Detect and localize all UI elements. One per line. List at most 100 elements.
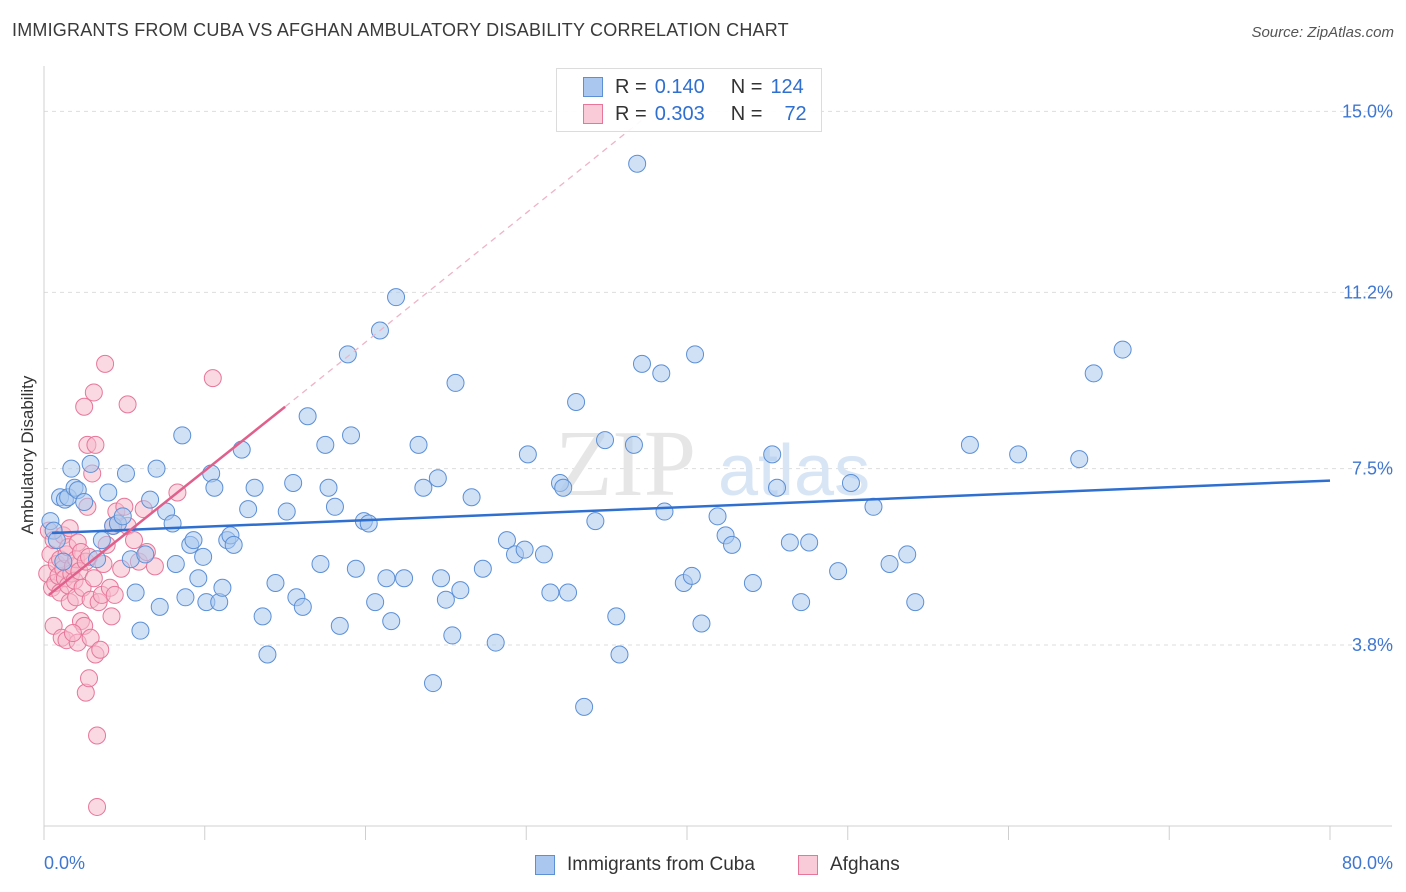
cuba-point	[632, 354, 651, 373]
afghans-point	[145, 557, 164, 576]
afghans-point	[105, 585, 124, 604]
cuba-point	[1070, 450, 1089, 469]
cuba-point	[382, 612, 401, 631]
cuba-point	[473, 559, 492, 578]
cuba-point	[1084, 364, 1103, 383]
y-tick-label: 3.8%	[1352, 635, 1393, 655]
cuba-point	[518, 445, 537, 464]
cuba-point	[54, 552, 73, 571]
trendlines	[48, 115, 1331, 596]
cuba-point	[428, 469, 447, 488]
cuba-point	[800, 533, 819, 552]
cuba-point	[113, 507, 132, 526]
cuba-point	[829, 562, 848, 581]
cuba-point	[692, 614, 711, 633]
cuba-trendline	[51, 479, 1331, 535]
cuba-point	[359, 514, 378, 533]
cuba-point	[596, 431, 615, 450]
cuba-point	[607, 607, 626, 626]
cuba-point	[906, 593, 925, 612]
cuba-point	[792, 593, 811, 612]
afghans-point	[81, 628, 100, 647]
cuba-point	[293, 597, 312, 616]
cuba-point	[575, 697, 594, 716]
cuba-point	[652, 364, 671, 383]
cuba-point	[232, 440, 251, 459]
cuba-point	[136, 545, 155, 564]
stats-legend: R = 0.140 N = 124 R = 0.303 N = 72	[556, 68, 822, 132]
cuba-point	[366, 593, 385, 612]
cuba-point	[189, 569, 208, 588]
cuba-point	[131, 621, 150, 640]
cuba-point	[432, 569, 451, 588]
cuba-point	[686, 345, 705, 364]
cuba-point	[451, 581, 470, 600]
cuba-point	[462, 488, 481, 507]
afghans-point	[203, 369, 222, 388]
cuba-point	[1113, 340, 1132, 359]
cuba-point	[62, 459, 81, 478]
cuba-point	[768, 478, 787, 497]
cuba-point	[443, 626, 462, 645]
cuba-point	[682, 566, 701, 585]
afghans-trendline-extension	[284, 115, 648, 408]
y-tick-label: 7.5%	[1352, 459, 1393, 479]
cuba-point	[325, 497, 344, 516]
bottom-legend-cuba: Immigrants from Cuba	[535, 852, 755, 878]
cuba-point	[610, 645, 629, 664]
cuba-point	[515, 540, 534, 559]
cuba-point	[723, 535, 742, 554]
x-tick-label: 0.0%	[44, 853, 85, 873]
cuba-point	[497, 531, 516, 550]
cuba-point	[99, 483, 118, 502]
legend-r-value: 0.303	[654, 102, 705, 125]
afghans-point	[84, 569, 103, 588]
cuba-point	[960, 435, 979, 454]
afghans-point	[96, 354, 115, 373]
cuba-point	[245, 478, 264, 497]
cuba-point	[75, 493, 94, 512]
legend-row-afghans: R = 0.303 N = 72	[583, 102, 807, 126]
afghans-point	[118, 395, 137, 414]
cuba-point	[567, 392, 586, 411]
cuba-point	[92, 531, 111, 550]
x-tick-label: 80.0%	[1342, 853, 1393, 873]
bottom-legend-swatch-cuba	[535, 855, 555, 875]
legend-row-cuba: R = 0.140 N = 124	[583, 75, 804, 99]
cuba-point	[239, 500, 258, 519]
cuba-point	[409, 435, 428, 454]
cuba-point	[173, 426, 192, 445]
afghans-point	[86, 435, 105, 454]
cuba-point	[311, 554, 330, 573]
cuba-point	[126, 583, 145, 602]
cuba-point	[414, 478, 433, 497]
cuba-point	[586, 512, 605, 531]
legend-r-label: R =	[615, 102, 647, 125]
cuba-point	[898, 545, 917, 564]
cuba-point	[284, 473, 303, 492]
bottom-legend-label-afghans: Afghans	[830, 854, 900, 875]
cuba-point	[387, 288, 406, 307]
cuba-point	[266, 574, 285, 593]
legend-n-label: N =	[730, 102, 763, 125]
cuba-point	[763, 445, 782, 464]
cuba-point	[88, 550, 107, 569]
cuba-point	[446, 373, 465, 392]
cuba-point	[338, 345, 357, 364]
afghans-point	[91, 640, 110, 659]
cuba-point	[1009, 445, 1028, 464]
afghans-point	[88, 797, 107, 816]
legend-n-value: 124	[770, 75, 804, 98]
cuba-point	[258, 645, 277, 664]
cuba-point	[319, 478, 338, 497]
watermark-atlas: atlas	[718, 431, 870, 511]
afghans-point	[75, 397, 94, 416]
cuba-point	[147, 459, 166, 478]
afghans-point	[125, 531, 144, 550]
bottom-legend-swatch-afghans	[798, 855, 818, 875]
cuba-point	[253, 607, 272, 626]
cuba-points	[41, 154, 1132, 716]
cuba-point	[150, 597, 169, 616]
afghans-trendline	[48, 405, 286, 596]
y-tick-label: 15.0%	[1342, 101, 1393, 121]
